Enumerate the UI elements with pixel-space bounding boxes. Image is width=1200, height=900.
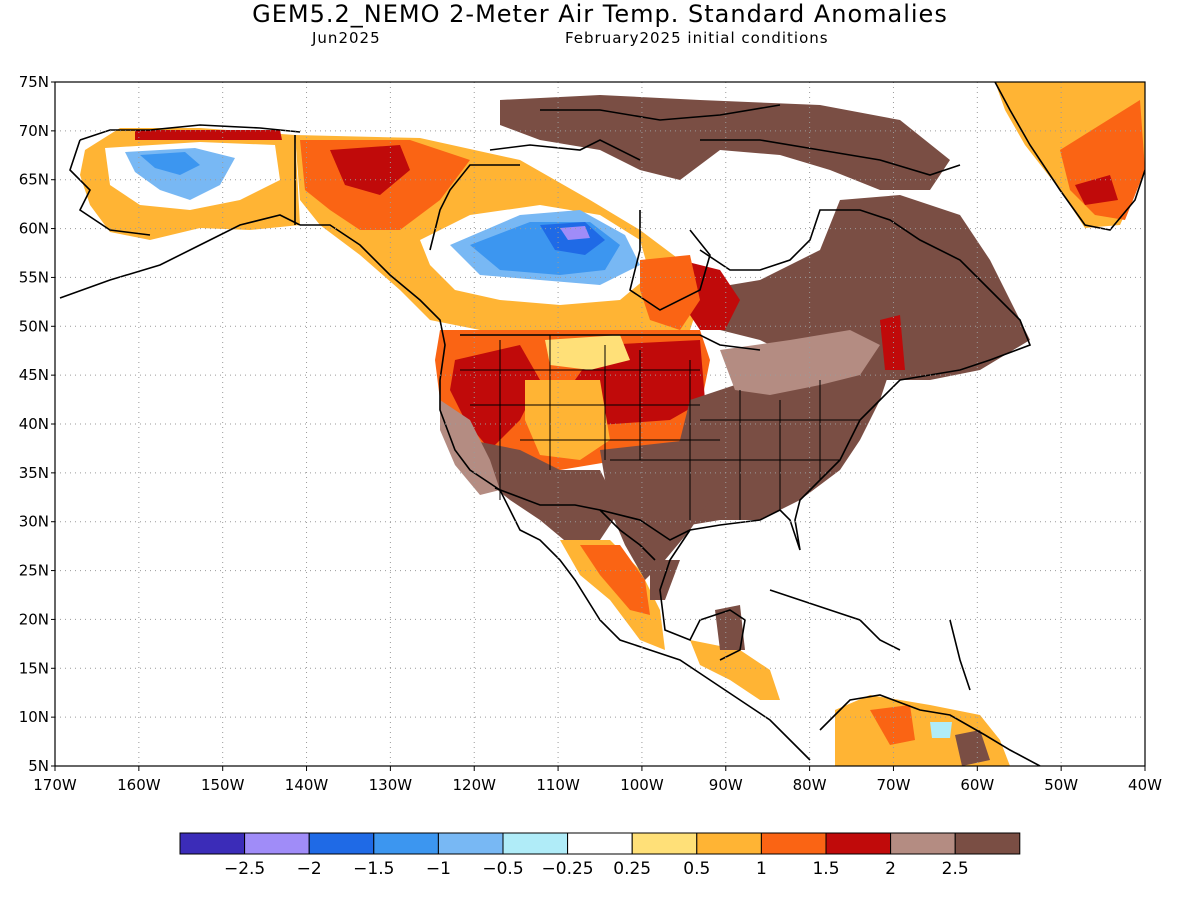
latitude-label: 15N [19,659,49,677]
south-america-brown-region [955,730,990,766]
colorbar-label: −0.5 [482,859,523,879]
latitude-label: 65N [19,171,49,189]
western-us-red-region [450,345,540,450]
longitude-label: 100W [620,776,664,794]
latitude-label: 5N [28,757,49,775]
colorbar-swatch [244,832,310,855]
cuba-brown-region [715,605,745,650]
colorbar-swatch [954,832,1021,855]
colorbar-swatch [825,832,892,855]
longitude-label: 140W [285,776,329,794]
colorbar-label: 0.25 [613,859,651,879]
latitude-label: 25N [19,562,49,580]
alaska-coastline [59,124,301,299]
gulf-coast-brown-region [650,560,680,600]
south-america-coastline [819,694,1041,766]
colorbar-swatch [179,832,246,855]
graticule [55,82,1145,766]
longitude-label: 150W [201,776,245,794]
maritimes-red-region [880,315,905,370]
hudson-west-coldest-core [560,226,590,240]
forecast-month: Jun2025 [312,29,381,47]
alaska-cold-core [140,152,200,175]
longitude-label: 130W [369,776,413,794]
colorbar-swatch [631,832,698,855]
southwest-brown-region [470,440,620,545]
central-america-warm-region [690,640,780,700]
texas-brown-region [600,440,710,580]
us-state-lines [460,335,860,520]
colorbar-label: −2.5 [224,859,265,879]
colorbar-label: −2 [297,859,322,879]
arctic-islands-brown-region [500,95,950,190]
latitude-label: 70N [19,122,49,140]
pacific-coastline [300,224,811,761]
colorbar-label: 2.5 [942,859,969,879]
latitude-labels: 75N 70N 65N 60N 55N 50N 45N 40N 35N 30N 25N 20N 15N 1… [19,73,55,775]
colorbar-label: −1.5 [353,859,394,879]
latitude-label: 60N [19,220,49,238]
latitude-label: 55N [19,268,49,286]
colorbar-swatch [567,832,633,855]
latitude-label: 20N [19,610,49,628]
south-america-cool-spot [930,722,952,738]
colorbar [179,832,1021,855]
latitude-label: 10N [19,708,49,726]
longitude-label: 110W [536,776,580,794]
hudson-bay-coastline [429,164,711,311]
colorbar-swatch [308,832,375,855]
colorbar-swatch [373,832,439,855]
mexico-hot-region [580,545,650,615]
longitude-label: 160W [117,776,161,794]
colorbar-swatch [437,832,504,855]
colorbar-label: 1 [756,859,767,879]
longitude-label: 70W [877,776,911,794]
greenland-coastline [994,82,1145,231]
colorbar-label: −0.25 [542,859,594,879]
northern-plains-warm-region [545,335,630,370]
longitude-label: 120W [452,776,496,794]
coastlines [59,82,1145,766]
colorbar-labels: −2.5 −2 −1.5 −1 −0.5 −0.25 0.25 0.5 1 1.5 2 2.5 [224,859,969,879]
alaska-north-red-band [135,130,282,140]
latitude-label: 75N [19,73,49,91]
quebec-labrador-brown-region [700,195,1030,380]
us-mexico-border [494,487,656,561]
caribbean-islands [769,589,971,691]
latitude-label: 35N [19,464,49,482]
longitude-label: 90W [709,776,743,794]
colorbar-swatch [696,832,762,855]
colorbar-swatch [502,832,569,855]
arctic-islands-coastline [489,104,961,176]
latitude-label: 45N [19,366,49,384]
gulf-coastline [599,509,691,541]
colorbar-swatch [890,832,956,855]
longitude-labels: 170W 160W 150W 140W 130W 120W 110W 100W 90W 80W 70… [33,766,1162,794]
hudson-east-hot-region [640,255,700,330]
greenland-red-region [1075,175,1118,205]
great-lakes-light-brown-region [720,330,880,395]
colorbar-label: 2 [885,859,896,879]
longitude-label: 170W [33,776,77,794]
latitude-label: 30N [19,513,49,531]
south-america-hot-region [870,705,915,745]
rockies-warm-region [525,380,610,460]
latitude-label: 50N [19,317,49,335]
latitude-label: 40N [19,415,49,433]
initial-conditions-label: February2025 initial conditions [565,29,829,47]
colorbar-label: 0.5 [683,859,710,879]
longitude-label: 50W [1044,776,1078,794]
colorbar-label: −1 [426,859,451,879]
eastern-coastline [659,209,1032,661]
longitude-label: 40W [1128,776,1162,794]
longitude-label: 60W [960,776,994,794]
colorbar-swatch [760,832,827,855]
longitude-label: 80W [793,776,827,794]
colorbar-label: 1.5 [812,859,839,879]
mexico-warm-region [560,540,665,650]
chart-title: GEM5.2_NEMO 2-Meter Air Temp. Standard A… [252,0,948,28]
